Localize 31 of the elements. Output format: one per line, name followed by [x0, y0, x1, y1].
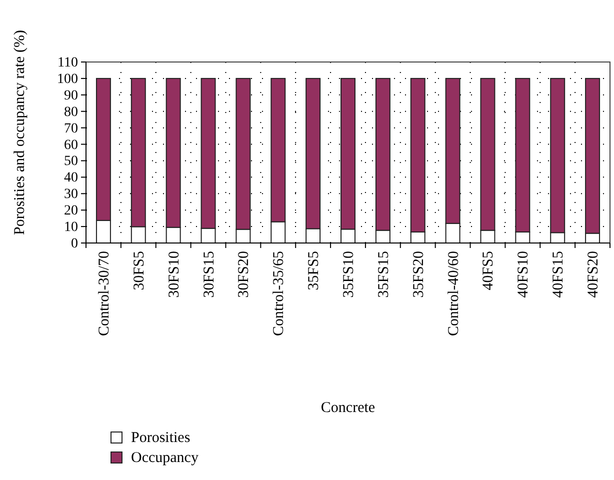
y-tick-label: 60	[64, 138, 78, 153]
y-tick-label: 30	[64, 187, 78, 202]
y-tick-label: 20	[64, 204, 78, 219]
y-tick-label: 10	[64, 220, 78, 236]
y-tick-label: 110	[58, 55, 78, 70]
x-tick-label: Control-40/60	[446, 251, 462, 336]
y-tick-label: 70	[64, 121, 78, 136]
y-tick-label: 90	[64, 88, 78, 104]
x-tick-label: 35FS20	[410, 251, 427, 298]
x-axis-title: Concrete	[320, 400, 376, 416]
x-tick-label: Control-30/70	[96, 251, 112, 336]
x-tick-label: 30FS10	[166, 251, 182, 298]
y-tick-label: 40	[64, 170, 78, 186]
x-tick-label: 30FS5	[131, 251, 148, 290]
legend-label: Porosities	[131, 430, 190, 446]
x-tick-label: 40FS10	[516, 251, 532, 298]
y-tick-label: 80	[64, 104, 78, 120]
legend-label: Occupancy	[131, 450, 199, 466]
y-tick-label: 0	[71, 236, 78, 252]
x-tick-label: 30FS20	[236, 251, 252, 298]
x-tick-label: 40FS5	[480, 251, 497, 290]
x-tick-label: 40FS20	[586, 251, 602, 298]
y-tick-label: 50	[64, 154, 78, 170]
x-tick-label: 35FS5	[306, 251, 322, 290]
x-tick-label: 30FS15	[201, 251, 218, 298]
x-tick-label: 40FS15	[550, 251, 567, 298]
x-tick-label: Control-35/65	[271, 251, 288, 336]
x-tick-label: 35FS10	[341, 251, 357, 298]
x-tick-label: 35FS15	[376, 251, 392, 298]
y-tick-label: 100	[57, 72, 78, 87]
y-axis-title: Porosities and occupancy rate (%)	[12, 30, 28, 235]
